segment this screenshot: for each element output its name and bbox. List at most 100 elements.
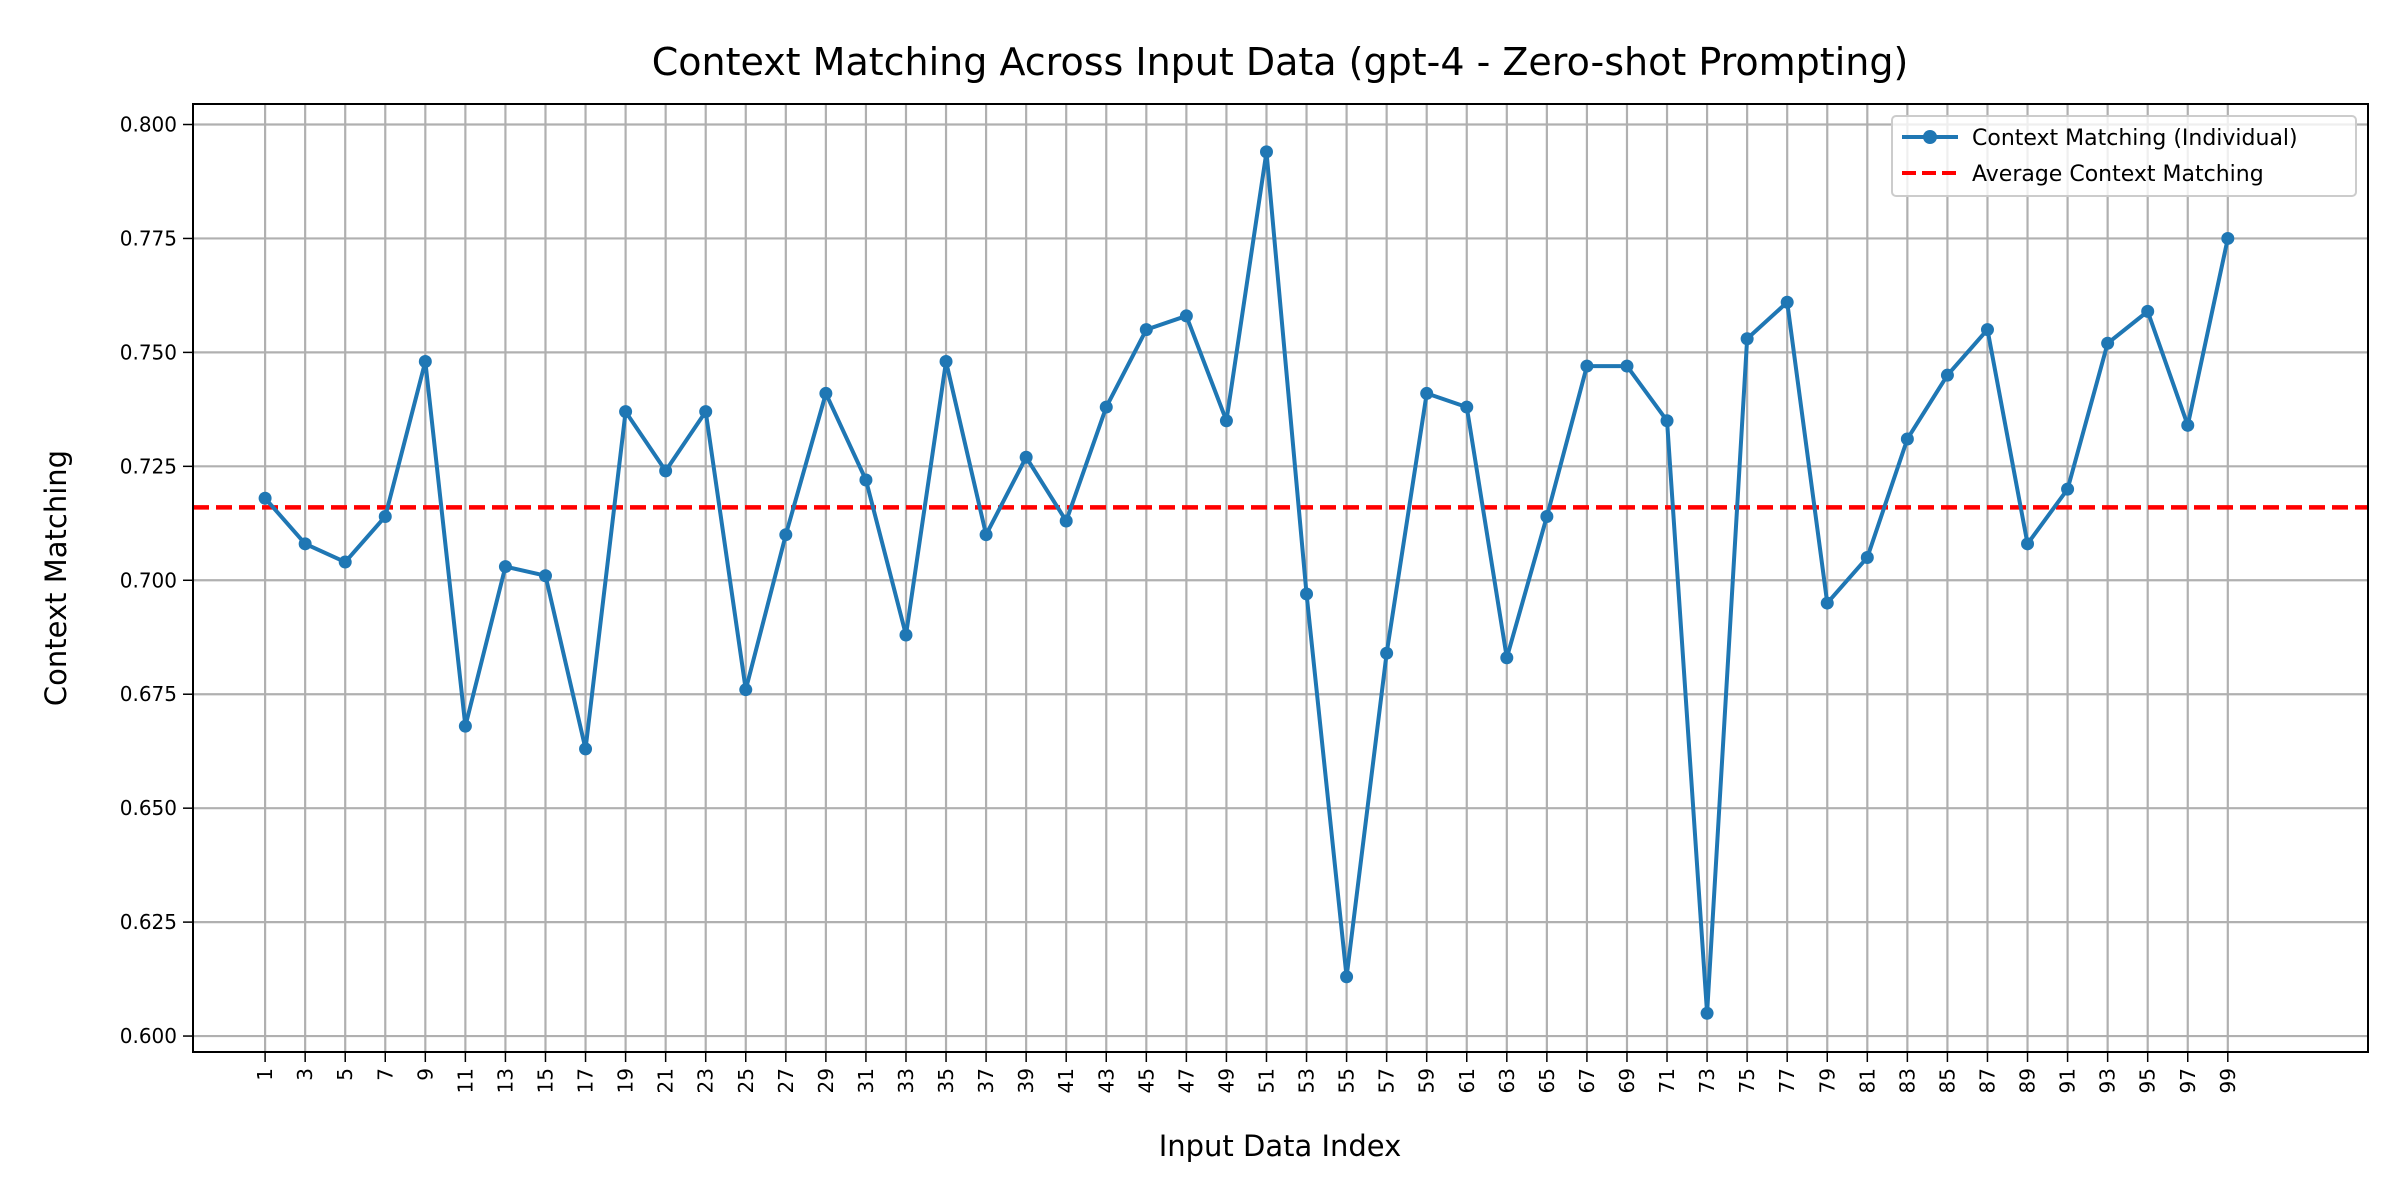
x-axis-label: Input Data Index xyxy=(1159,1129,1402,1163)
data-point xyxy=(939,355,953,369)
legend-label-average: Average Context Matching xyxy=(1972,162,2264,187)
x-tick-label: 75 xyxy=(1735,1068,1759,1093)
y-tick-label: 0.650 xyxy=(120,796,177,820)
grid xyxy=(193,104,2368,1052)
x-tick-label: 31 xyxy=(854,1068,878,1093)
data-point xyxy=(418,355,432,369)
data-point xyxy=(619,405,633,419)
data-point xyxy=(1219,414,1233,428)
x-tick-label: 41 xyxy=(1054,1068,1078,1093)
data-point xyxy=(1099,400,1113,414)
data-point xyxy=(2061,482,2075,496)
y-tick-label: 0.750 xyxy=(120,340,177,364)
x-tick-label: 85 xyxy=(1935,1068,1959,1093)
data-point xyxy=(2101,336,2115,350)
x-tick-label: 95 xyxy=(2136,1068,2160,1093)
x-tick-label: 79 xyxy=(1815,1068,1839,1093)
x-tick-label: 47 xyxy=(1174,1068,1198,1093)
x-tick-label: 89 xyxy=(2016,1068,2040,1093)
x-tick-label: 71 xyxy=(1655,1068,1679,1093)
data-point xyxy=(1740,332,1754,346)
y-tick-label: 0.675 xyxy=(120,682,177,706)
x-tick-label: 5 xyxy=(333,1068,357,1081)
y-tick-label: 0.800 xyxy=(120,113,177,137)
data-point xyxy=(1460,400,1474,414)
x-tick-label: 93 xyxy=(2096,1068,2120,1093)
data-point xyxy=(378,509,392,523)
data-point xyxy=(1980,323,1994,337)
legend-box xyxy=(1891,115,2357,197)
x-tick-label: 9 xyxy=(413,1068,437,1081)
data-point xyxy=(1940,368,1954,382)
series-line-individual xyxy=(263,149,2230,1016)
legend-label-individual: Context Matching (Individual) xyxy=(1972,126,2298,151)
x-tick-label: 69 xyxy=(1615,1068,1639,1093)
x-tick-label: 57 xyxy=(1375,1068,1399,1093)
data-point xyxy=(1380,646,1394,660)
x-tick-label: 43 xyxy=(1094,1068,1118,1093)
data-point xyxy=(298,537,312,551)
data-point xyxy=(1620,359,1634,373)
data-point xyxy=(1860,550,1874,564)
x-tick-label: 39 xyxy=(1014,1068,1038,1093)
data-point xyxy=(1059,514,1073,528)
data-point xyxy=(1300,587,1314,601)
x-tick-label: 59 xyxy=(1415,1068,1439,1093)
plot-area xyxy=(193,145,2368,1020)
x-tick-label: 25 xyxy=(734,1068,758,1093)
x-tick-label: 49 xyxy=(1214,1068,1238,1093)
x-tick-label: 3 xyxy=(293,1068,317,1081)
y-tick-label: 0.625 xyxy=(120,910,177,934)
data-point xyxy=(1259,145,1273,159)
y-tick-label: 0.725 xyxy=(120,454,177,478)
x-tick-label: 97 xyxy=(2176,1068,2200,1093)
y-tick-label: 0.600 xyxy=(120,1024,177,1048)
chart-title: Context Matching Across Input Data (gpt-… xyxy=(652,40,1909,84)
x-tick-label: 91 xyxy=(2056,1068,2080,1093)
x-tick-label: 33 xyxy=(894,1068,918,1093)
x-tick-label: 67 xyxy=(1575,1068,1599,1093)
x-tick-label: 1 xyxy=(253,1068,277,1081)
data-point xyxy=(338,555,352,569)
data-point xyxy=(1540,509,1554,523)
legend-marker-individual xyxy=(1923,130,1937,144)
data-point xyxy=(498,560,512,574)
data-point xyxy=(1340,970,1354,984)
data-point xyxy=(1660,414,1674,428)
data-point xyxy=(819,386,833,400)
data-point xyxy=(538,569,552,583)
data-point xyxy=(979,528,993,542)
data-point xyxy=(579,742,593,756)
data-point xyxy=(2141,304,2155,318)
x-tick-label: 81 xyxy=(1855,1068,1879,1093)
x-tick-label: 19 xyxy=(614,1068,638,1093)
data-point xyxy=(1900,432,1914,446)
x-tick-label: 27 xyxy=(774,1068,798,1093)
x-tick-label: 55 xyxy=(1335,1068,1359,1093)
axes-ticks: 1 3 5 7 9 11 13 15 17 19 21 23 25 27 29 31 33 35 37 39 41 43 4… xyxy=(120,113,2240,1094)
data-point xyxy=(1820,596,1834,610)
data-point xyxy=(699,405,713,419)
data-point xyxy=(1580,359,1594,373)
data-point xyxy=(779,528,793,542)
data-point xyxy=(258,491,272,505)
data-point xyxy=(859,473,873,487)
x-tick-label: 51 xyxy=(1254,1068,1278,1093)
data-point xyxy=(2221,231,2235,245)
x-tick-label: 17 xyxy=(574,1068,598,1093)
data-point xyxy=(1780,295,1794,309)
x-tick-label: 73 xyxy=(1695,1068,1719,1093)
x-tick-label: 35 xyxy=(934,1068,958,1093)
x-tick-label: 65 xyxy=(1535,1068,1559,1093)
x-tick-label: 45 xyxy=(1134,1068,1158,1093)
data-point xyxy=(899,628,913,642)
data-point xyxy=(2181,418,2195,432)
x-tick-label: 13 xyxy=(493,1068,517,1093)
legend: Context Matching (Individual) Average Co… xyxy=(1891,115,2357,197)
data-point xyxy=(458,719,472,733)
x-tick-label: 21 xyxy=(654,1068,678,1093)
data-point xyxy=(1700,1006,1714,1020)
x-tick-label: 37 xyxy=(974,1068,998,1093)
